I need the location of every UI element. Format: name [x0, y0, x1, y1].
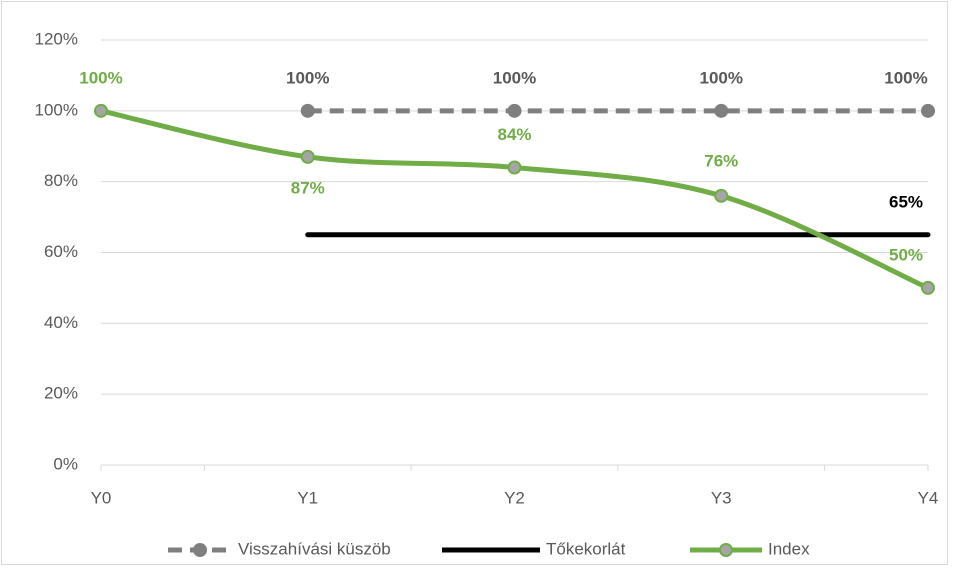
- data-label: 100%: [286, 68, 329, 87]
- data-label: 50%: [889, 245, 923, 264]
- y-tick-label: 100%: [35, 100, 78, 119]
- data-label: 100%: [493, 68, 536, 87]
- marker: [714, 103, 729, 118]
- x-tick-label: Y0: [91, 488, 112, 507]
- marker: [300, 149, 315, 164]
- y-tick-label: 60%: [44, 242, 78, 261]
- legend-marker: [193, 543, 207, 557]
- y-tick-label: 40%: [44, 313, 78, 332]
- marker: [714, 188, 729, 203]
- marker: [300, 103, 315, 118]
- y-tick-label: 0%: [53, 454, 78, 473]
- y-tick-label: 20%: [44, 384, 78, 403]
- x-tick-label: Y4: [918, 488, 939, 507]
- data-label: 87%: [291, 178, 325, 197]
- y-tick-label: 120%: [35, 29, 78, 48]
- legend-label: Tőkekorlát: [546, 539, 626, 558]
- marker: [921, 103, 935, 118]
- x-tick-label: Y2: [504, 488, 525, 507]
- marker: [507, 103, 522, 118]
- x-tick-label: Y1: [297, 488, 318, 507]
- legend-label: Index: [768, 539, 810, 558]
- chart-frame: [1, 1, 948, 565]
- x-tick-label: Y3: [711, 488, 732, 507]
- y-tick-label: 80%: [44, 171, 78, 190]
- legend-label: Visszahívási küszöb: [238, 539, 391, 558]
- data-label: 84%: [497, 125, 531, 144]
- data-label: 76%: [704, 151, 738, 170]
- data-label: 65%: [889, 192, 923, 211]
- marker: [507, 160, 522, 175]
- data-label: 100%: [700, 68, 743, 87]
- data-label: 100%: [79, 68, 122, 87]
- marker: [921, 280, 935, 295]
- data-label: 100%: [884, 68, 927, 87]
- legend-marker: [719, 543, 733, 557]
- marker: [94, 103, 108, 118]
